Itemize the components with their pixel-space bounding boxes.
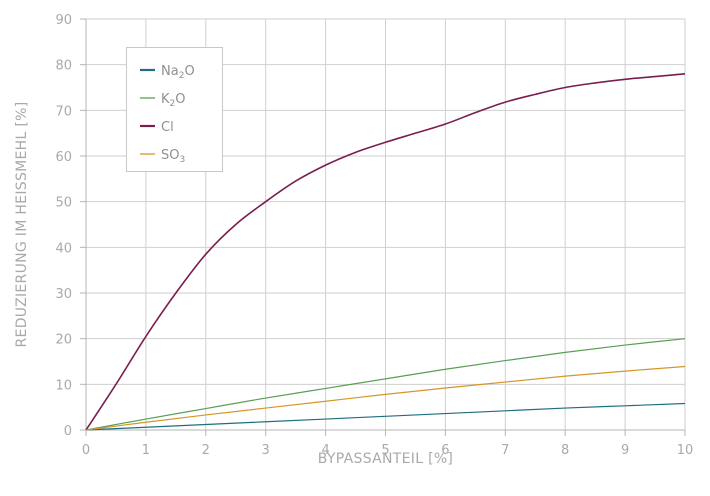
series-line-cl: [85, 73, 686, 431]
x-tick-label: 9: [621, 443, 629, 458]
legend-item-na2o: Na2O: [140, 64, 195, 81]
x-tick-label: 5: [381, 443, 389, 458]
y-tick-label: 60: [55, 150, 72, 165]
y-tick-label: 0: [64, 424, 72, 439]
y-tick-label: 40: [55, 241, 72, 256]
legend-label: K2O: [161, 92, 186, 109]
series-lines: [85, 73, 686, 431]
x-tick-label: 4: [321, 443, 329, 458]
x-axis-title: BYPASSANTEIL [%]: [318, 451, 453, 467]
x-tick-label: 10: [677, 443, 694, 458]
axes: [80, 18, 686, 436]
series-line-so3: [85, 365, 686, 431]
x-tick-label: 3: [262, 443, 270, 458]
y-tick-label: 80: [55, 59, 72, 74]
legend-label: Cl: [161, 120, 174, 135]
legend-item-k2o: K2O: [140, 92, 186, 109]
x-tick-label: 7: [501, 443, 509, 458]
y-tick-label: 20: [55, 333, 72, 348]
x-tick-label: 2: [202, 443, 210, 458]
x-tick-label: 6: [441, 443, 449, 458]
x-tick-label: 0: [82, 443, 90, 458]
y-tick-label: 10: [55, 378, 72, 393]
y-tick-label: 50: [55, 196, 72, 211]
legend-box: [126, 47, 223, 172]
y-tick-label: 70: [55, 104, 72, 119]
tick-labels: 0 1 2 3 4 5 6 7 8 9 10 0 10 20 30 40 50 60 70 80 90: [55, 13, 693, 458]
y-tick-label: 30: [55, 287, 72, 302]
x-tick-label: 8: [561, 443, 569, 458]
series-line-k2o: [85, 338, 686, 431]
y-tick-label: 90: [55, 13, 72, 28]
series-line-na2o: [85, 402, 686, 431]
legend: Na2O K2O Cl SO3: [126, 47, 223, 172]
y-axis-title: REDUZIERUNG IM HEISSMEHL [%]: [14, 102, 30, 348]
legend-item-cl: Cl: [140, 120, 174, 135]
legend-item-so3: SO3: [140, 148, 185, 165]
legend-label: SO3: [161, 148, 185, 165]
legend-label: Na2O: [161, 64, 195, 81]
x-tick-label: 1: [142, 443, 150, 458]
